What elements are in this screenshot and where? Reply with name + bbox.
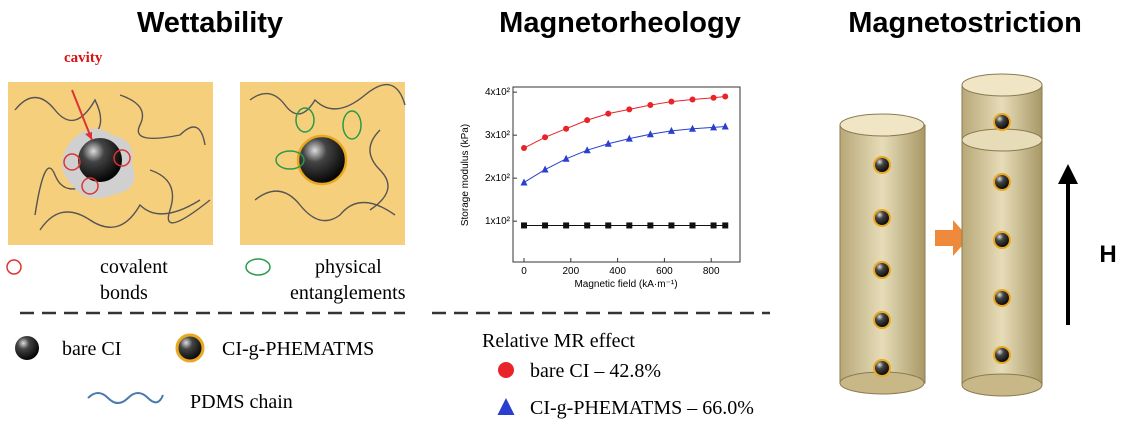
x-tick-label: 200 bbox=[562, 266, 579, 277]
series-line bbox=[523, 95, 726, 149]
data-point bbox=[689, 96, 696, 103]
x-tick-label: 400 bbox=[609, 266, 626, 277]
x-tick-label: 600 bbox=[656, 266, 673, 277]
legend-text: CI-g-PHEMATMS bbox=[222, 338, 374, 360]
data-point bbox=[520, 178, 528, 186]
matrix-illustration bbox=[8, 82, 406, 245]
legend-icon bbox=[245, 258, 271, 276]
panel-title: Wettability bbox=[137, 7, 283, 39]
legend-text: CI-g-PHEMATMS – 66.0% bbox=[530, 397, 754, 419]
data-point bbox=[542, 222, 549, 229]
data-point bbox=[562, 154, 570, 162]
legend-item: CI-g-PHEMATMS – 66.0% bbox=[497, 397, 754, 419]
data-point bbox=[563, 222, 570, 229]
data-point bbox=[542, 134, 549, 141]
data-point bbox=[710, 94, 717, 101]
x-axis-label: Magnetic field (kA·m⁻¹) bbox=[574, 279, 677, 290]
data-point bbox=[625, 134, 633, 142]
legend-icon bbox=[87, 392, 164, 404]
legend: bare CI – 42.8% CI-g-PHEMATMS – 66.0% bbox=[497, 360, 754, 419]
data-point bbox=[583, 146, 591, 154]
legend-icon bbox=[497, 398, 515, 415]
data-point bbox=[605, 222, 612, 229]
data-point bbox=[604, 139, 612, 147]
legend-text: bare CI bbox=[62, 338, 121, 360]
legend-text: physical bbox=[315, 256, 382, 278]
legend-icon bbox=[498, 362, 514, 378]
data-point bbox=[647, 222, 654, 229]
data-point bbox=[584, 222, 591, 229]
y-tick-label: 2x10² bbox=[485, 173, 511, 184]
legend-icon bbox=[15, 336, 39, 360]
data-point bbox=[647, 102, 654, 109]
cylinders bbox=[839, 73, 1078, 397]
data-point bbox=[626, 106, 633, 113]
y-tick-label: 1x10² bbox=[485, 216, 511, 227]
legend-item: bare CI – 42.8% bbox=[498, 360, 661, 382]
data-point bbox=[668, 98, 675, 105]
series-line bbox=[523, 126, 726, 183]
data-point bbox=[667, 126, 675, 134]
y-tick-label: 4x10² bbox=[485, 87, 511, 98]
panel-title: Magnetorheology bbox=[499, 7, 741, 39]
legend-title: Relative MR effect bbox=[482, 330, 635, 352]
x-tick-label: 800 bbox=[703, 266, 720, 277]
data-point bbox=[646, 130, 654, 138]
data-point bbox=[605, 110, 612, 117]
y-axis-label: Storage modulus (kPa) bbox=[460, 124, 471, 226]
data-point bbox=[688, 124, 696, 132]
panel-title: Magnetostriction bbox=[848, 7, 1082, 39]
legend-icon bbox=[175, 333, 205, 363]
data-point bbox=[520, 145, 527, 152]
data-point bbox=[520, 222, 527, 229]
data-point bbox=[721, 122, 729, 130]
data-point bbox=[710, 222, 717, 229]
data-point bbox=[668, 222, 675, 229]
data-point bbox=[584, 117, 591, 124]
data-point bbox=[710, 123, 718, 131]
data-point bbox=[722, 222, 729, 229]
x-tick-label: 0 bbox=[521, 266, 527, 277]
legend-text: bare CI – 42.8% bbox=[530, 360, 661, 382]
plot-frame bbox=[512, 86, 741, 263]
data-point bbox=[626, 222, 633, 229]
legend-icon bbox=[6, 259, 22, 275]
cavity-label: cavity bbox=[64, 50, 103, 66]
data-point bbox=[541, 165, 549, 173]
legend-text: entanglements bbox=[290, 282, 406, 304]
data-point bbox=[689, 222, 696, 229]
legend-text: bonds bbox=[100, 282, 148, 304]
data-point bbox=[722, 93, 729, 100]
legend-text: PDMS chain bbox=[190, 391, 293, 413]
y-tick-label: 3x10² bbox=[485, 130, 511, 141]
legend-text: covalent bbox=[100, 256, 168, 278]
data-point bbox=[563, 125, 570, 132]
field-label: H bbox=[1099, 241, 1116, 268]
